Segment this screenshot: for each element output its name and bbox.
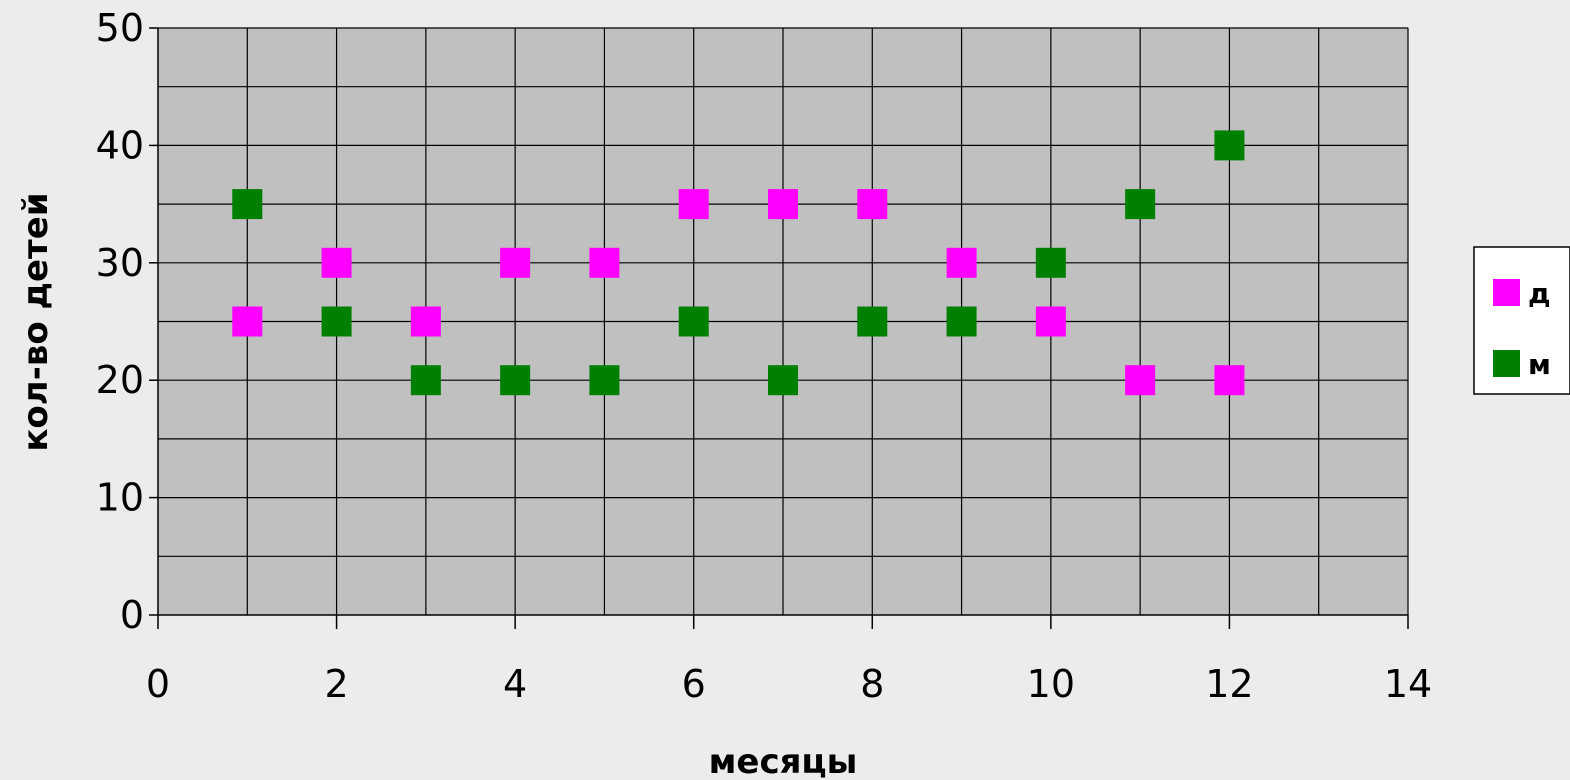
x-tick-label: 8 xyxy=(860,662,884,706)
point-м-12 xyxy=(1214,130,1245,161)
point-м-1 xyxy=(232,189,263,220)
point-д-12 xyxy=(1214,365,1245,396)
x-tick-label: 2 xyxy=(324,662,348,706)
legend: д м xyxy=(1473,246,1570,395)
axes xyxy=(149,27,1409,629)
point-д-11 xyxy=(1125,365,1156,396)
x-tick-label: 14 xyxy=(1384,662,1432,706)
y-tick-label: 30 xyxy=(96,241,144,285)
y-tick-label: 50 xyxy=(96,6,144,50)
point-д-8 xyxy=(857,189,888,220)
x-tick-label: 6 xyxy=(682,662,706,706)
point-м-10 xyxy=(1035,247,1066,278)
legend-label-м: м xyxy=(1528,348,1551,381)
point-д-9 xyxy=(946,247,977,278)
point-м-3 xyxy=(410,365,441,396)
point-д-4 xyxy=(500,247,531,278)
x-tick-label: 4 xyxy=(503,662,527,706)
y-tick-label: 0 xyxy=(120,593,144,637)
point-м-9 xyxy=(946,306,977,337)
point-м-4 xyxy=(500,365,531,396)
legend-swatch-д xyxy=(1493,279,1520,306)
point-д-7 xyxy=(768,189,798,220)
point-м-6 xyxy=(678,306,709,337)
point-д-1 xyxy=(232,306,263,337)
point-д-2 xyxy=(321,247,352,278)
point-д-5 xyxy=(589,247,620,278)
point-м-11 xyxy=(1125,189,1156,220)
point-м-7 xyxy=(768,365,798,396)
x-axis-title: месяцы xyxy=(709,742,858,780)
y-tick-label: 40 xyxy=(96,123,144,167)
point-м-2 xyxy=(321,306,352,337)
point-д-10 xyxy=(1035,306,1066,337)
y-tick-label: 10 xyxy=(96,476,144,520)
x-tick-label: 10 xyxy=(1027,662,1075,706)
legend-box xyxy=(1473,246,1570,395)
data-points xyxy=(232,130,1245,396)
y-tick-label: 20 xyxy=(96,358,144,402)
y-axis-title: кол-во детей xyxy=(16,192,56,451)
tick-labels: 0 10 20 30 40 50 0 2 4 6 8 10 12 14 xyxy=(96,6,1433,706)
legend-swatch-м xyxy=(1493,350,1520,377)
x-tick-label: 12 xyxy=(1205,662,1253,706)
legend-label-д: д xyxy=(1528,277,1551,310)
point-м-8 xyxy=(857,306,888,337)
point-д-3 xyxy=(410,306,441,337)
point-м-5 xyxy=(589,365,620,396)
point-д-6 xyxy=(678,189,709,220)
x-tick-label: 0 xyxy=(146,662,170,706)
